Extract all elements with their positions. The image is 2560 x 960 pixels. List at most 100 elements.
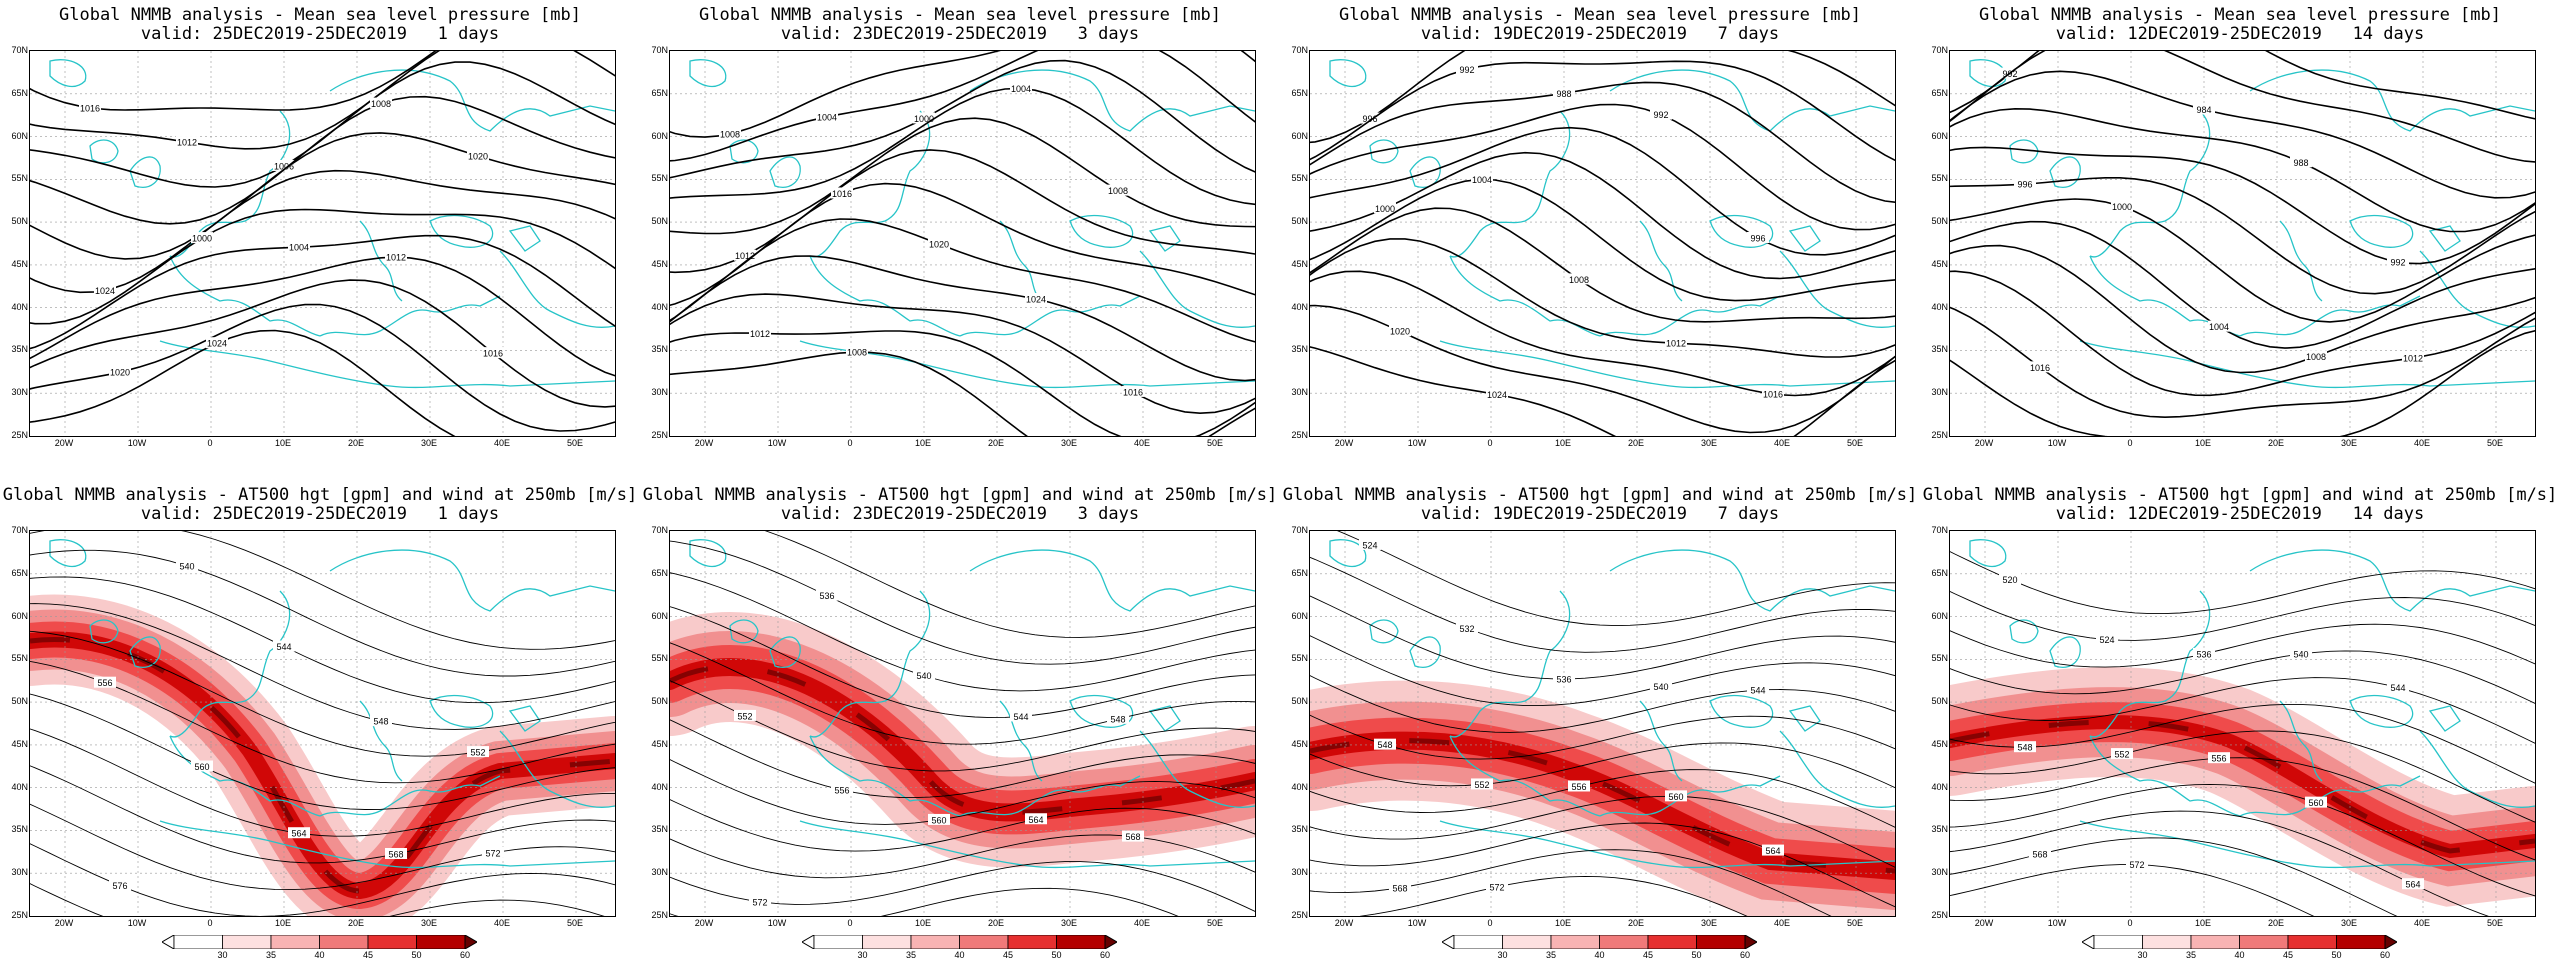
contour-label-bg <box>273 159 295 171</box>
colorbar-label: 30 <box>857 950 868 960</box>
map-area: 996 992 988 992 996 1000 1004 1008 1012 1016 1020 1… <box>1309 50 1896 437</box>
colorbar-bin <box>1696 935 1746 949</box>
contour-label: 552 <box>1474 780 1489 790</box>
lon-tick-label: 20W <box>1334 438 1354 448</box>
lat-tick-label: 65N <box>1931 87 1948 98</box>
contour-label: 988 <box>2293 158 2308 168</box>
contour-label: 1004 <box>1472 175 1492 185</box>
lat-tick-label: 65N <box>651 567 668 578</box>
contour-label-bg <box>1456 622 1478 634</box>
contour-line <box>1310 795 1895 868</box>
colorbar-label: 50 <box>2331 950 2342 960</box>
panel-title: Global NMMB analysis - AT500 hgt [gpm] a… <box>642 485 1278 505</box>
lat-tick-label: 50N <box>1931 696 1948 707</box>
contour-label-bg <box>1107 184 1129 196</box>
lon-tick-label: 10E <box>274 438 292 448</box>
contour-line <box>670 218 1255 343</box>
contour-label: 1012 <box>386 253 406 263</box>
contour-label-bg <box>1747 684 1769 696</box>
lat-tick-label: 60N <box>1931 130 1948 141</box>
coastline <box>1709 694 1774 728</box>
contour-label-bg <box>206 337 228 349</box>
contour-line <box>670 606 1255 719</box>
lon-tick-label: 30E <box>420 438 438 448</box>
contour-label: 1020 <box>110 368 130 378</box>
lat-tick-label: 40N <box>651 301 668 312</box>
lat-tick-label: 35N <box>651 344 668 355</box>
lat-tick-label: 40N <box>1291 301 1308 312</box>
contour-line <box>670 117 1255 235</box>
coastline <box>809 590 931 738</box>
coastline <box>2239 295 2421 337</box>
wind-colorbar <box>1442 935 1757 949</box>
contour-label: 564 <box>1765 846 1780 856</box>
colorbar-bin <box>2239 935 2289 949</box>
lat-tick-label: 60N <box>1931 610 1948 621</box>
coastline <box>1449 255 1601 337</box>
contour-label: 556 <box>1571 782 1586 792</box>
contour-label: 532 <box>1459 624 1474 634</box>
contour-label: 572 <box>1489 882 1504 892</box>
lon-tick-label: 0 <box>2127 438 2133 448</box>
colorbar-bin <box>1550 935 1600 949</box>
lon-tick-label: 30E <box>2340 438 2358 448</box>
lat-tick-label: 30N <box>651 387 668 398</box>
panel-valid-period: valid: 25DEC2019-25DEC2019 1 days <box>140 504 500 524</box>
contour-label: 1004 <box>817 112 837 122</box>
contour-line <box>1950 51 2535 120</box>
lon-tick-label: 10E <box>2194 438 2212 448</box>
lon-tick-label: 50E <box>1846 438 1864 448</box>
z500-panel-8: Global NMMB analysis - AT500 hgt [gpm] a… <box>1920 480 2560 960</box>
coastline <box>89 139 119 164</box>
lat-tick-label: 70N <box>651 45 668 55</box>
map-svg: 1008 1004 1000 1004 1008 1012 1016 1020 1024 1016… <box>670 51 1255 436</box>
contour-label: 556 <box>2211 754 2226 764</box>
colorbar-label: 50 <box>1051 950 1062 960</box>
coastline <box>2089 735 2241 817</box>
contour-label-bg <box>928 813 950 825</box>
coastline <box>2349 214 2414 248</box>
lon-tick-label: 10E <box>1554 918 1572 928</box>
contour-line <box>30 95 615 225</box>
lon-tick-label: 30E <box>1060 438 1078 448</box>
contour-line <box>1310 51 1895 144</box>
contour-line <box>1950 623 2535 668</box>
contour-label: 568 <box>1125 832 1140 842</box>
contour-line <box>30 531 615 650</box>
contour-label-bg <box>2014 178 2036 190</box>
coastline <box>159 820 615 869</box>
contour-label-bg <box>482 347 504 359</box>
contour-label: 1012 <box>735 251 755 261</box>
lat-tick-label: 70N <box>1291 45 1308 55</box>
map-svg: 992 984 988 992 996 1000 1004 1008 1012 1016 <box>1950 51 2535 436</box>
coastline <box>2419 730 2535 808</box>
lon-tick-label: 10E <box>2194 918 2212 928</box>
coastline <box>2419 250 2535 328</box>
contour-line <box>30 765 615 864</box>
lat-tick-label: 50N <box>11 696 28 707</box>
contour-label-bg <box>1389 881 1411 893</box>
coastline <box>499 250 615 328</box>
coastline <box>689 539 727 568</box>
colorbar-label: 40 <box>954 950 965 960</box>
contour-label-bg <box>79 101 101 113</box>
contour-label: 992 <box>1653 110 1668 120</box>
coastline <box>359 220 403 302</box>
contour-label: 1012 <box>750 329 770 339</box>
coastline <box>1449 590 1571 738</box>
coastline <box>2249 69 2535 132</box>
lat-tick-label: 65N <box>11 87 28 98</box>
contour-label-bg <box>94 284 116 296</box>
lon-tick-label: 0 <box>1487 438 1493 448</box>
contour-line <box>30 603 615 730</box>
lat-tick-label: 45N <box>651 258 668 269</box>
coastline <box>1449 735 1601 817</box>
lon-tick-label: 20E <box>987 918 1005 928</box>
lat-tick-label: 60N <box>1291 610 1308 621</box>
lon-tick-label: 40E <box>493 438 511 448</box>
contour-label-bg <box>1486 880 1508 892</box>
map-area: 540 544 548 552 556 560 564 568 572 576 <box>29 530 616 917</box>
contour-line <box>670 51 1255 162</box>
lon-tick-label: 20E <box>987 438 1005 448</box>
contour-label: 548 <box>1110 714 1125 724</box>
